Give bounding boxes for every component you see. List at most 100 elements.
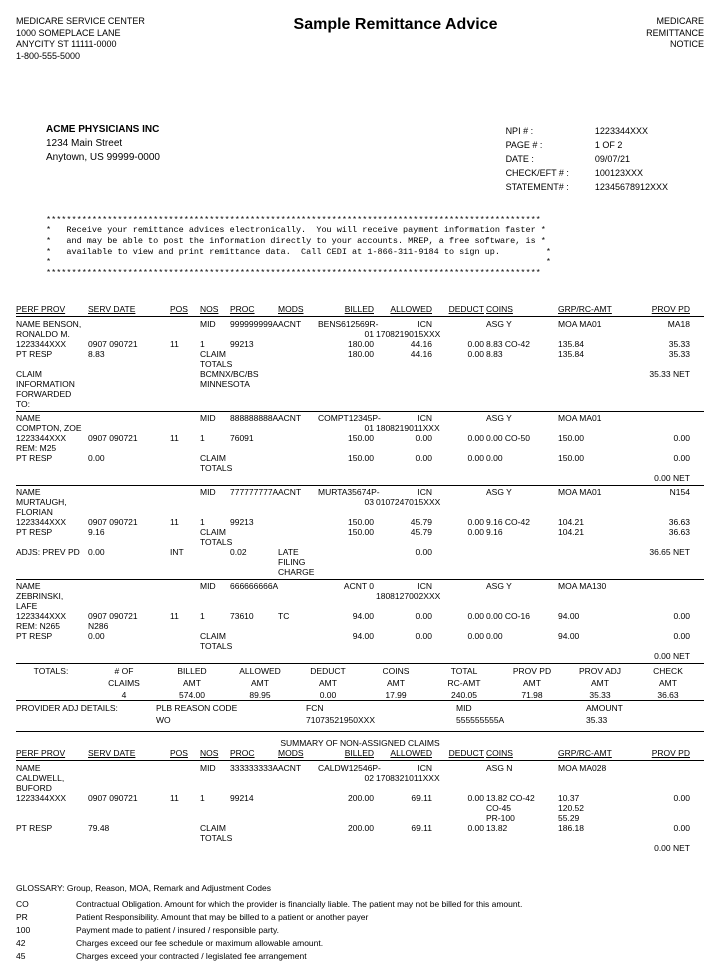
claim-adjs-line-cell (486, 547, 556, 577)
claim-adjs-line-cell: 0.02 (230, 547, 276, 577)
na-col-proc: PROC (230, 748, 276, 758)
claim-detail-line-cell: 1223344XXX (16, 339, 86, 349)
claim-separator (16, 579, 704, 580)
na-detail-line-cell (434, 803, 484, 813)
claim-rem-line-cell (88, 443, 168, 453)
na-net-line-cell (200, 843, 228, 853)
claim-net-line-cell (200, 473, 228, 483)
totals-cell: PROV ADJ (570, 666, 630, 676)
claim-detail-line-cell (278, 517, 316, 527)
claim-ptresp-line-cell: CLAIM TOTALS (200, 453, 228, 473)
na-header-rule (16, 760, 704, 761)
claim-rem-line-cell (486, 443, 556, 453)
service-center-addr1: 1000 SOMEPLACE LANE (16, 28, 145, 40)
claim-name-line-cell: ACNT (278, 319, 316, 339)
claim-detail-line-cell: 11 (170, 433, 198, 443)
claim-name-line-cell: ASG Y (486, 487, 556, 517)
na-col-coins: COINS (486, 748, 556, 758)
claim-detail-line-cell (278, 339, 316, 349)
claim-name-line-cell: BENS612569R-01 (318, 319, 374, 339)
claim-name-line-cell: MOA MA01 (558, 319, 628, 339)
doc-title: Sample Remittance Advice (145, 16, 646, 34)
totals-cell: BILLED (162, 666, 222, 676)
claim-extra-line-cell: BCMNX/BC/BS MINNESOTA (200, 369, 228, 409)
glossary-rows: COContractual Obligation. Amount for whi… (16, 899, 704, 961)
claim-name-line-cell: ASG Y (486, 581, 556, 611)
claim-rem-line-cell (486, 621, 556, 631)
claim-rem-line-cell (558, 621, 628, 631)
claim-name-line-cell: MA18 (630, 319, 690, 339)
service-center-block: MEDICARE SERVICE CENTER 1000 SOMEPLACE L… (16, 16, 145, 63)
claim-ptresp-line-cell: 0.00 (630, 631, 690, 651)
claim-detail-line-cell: 99213 (230, 339, 276, 349)
banner-line2: * and may be able to post the informatio… (46, 236, 546, 246)
claim-detail-line-cell: 94.00 (558, 611, 628, 621)
totals-cell: 35.33 (570, 690, 630, 700)
date-value: 09/07/21 (591, 153, 672, 165)
claim-name-line-cell: 999999999A (230, 319, 276, 339)
col-provpd: PROV PD (630, 304, 690, 314)
claim-adjs-line-cell: INT (170, 547, 198, 577)
claim-ptresp-line-cell: 8.83 (486, 349, 556, 369)
na-detail-line-cell: 0.00 (434, 793, 484, 803)
claim-net-line-cell: 0.00 NET (630, 651, 690, 661)
na-ptresp-line-cell: 200.00 (318, 823, 374, 843)
claim-ptresp-line-cell (170, 631, 198, 651)
claim-name-line-cell (434, 487, 484, 517)
claim-ptresp-line-cell: 0.00 (376, 631, 432, 651)
claim-detail-line-cell: 0907 090721 (88, 433, 168, 443)
claim-net-line-cell (230, 473, 276, 483)
claim-ptresp-line: PT RESP9.16CLAIM TOTALS150.0045.790.009.… (16, 527, 704, 547)
claim-net-line-cell (376, 651, 432, 661)
claim-ptresp-line-cell (278, 631, 316, 651)
totals-cell: AMT (366, 678, 426, 688)
claim-detail-line-cell: 1 (200, 433, 228, 443)
na-name-line-cell: NAME CALDWELL, BUFORD (16, 763, 86, 793)
na-ptresp-line-cell: 79.48 (88, 823, 168, 843)
totals-cell: AMT (230, 678, 290, 688)
claim-detail-line-cell: 0.00 (630, 433, 690, 443)
na-ptresp-line-cell: 0.00 (434, 823, 484, 843)
claim-detail-line: 1223344XXX0907 09072111199213180.0044.16… (16, 339, 704, 349)
claim-detail-line-cell: 99213 (230, 517, 276, 527)
glossary-code: CO (16, 899, 76, 909)
provider-adj-cell (16, 715, 156, 725)
banner-line3: * available to view and print remittance… (46, 247, 551, 257)
totals-cell: 89.95 (230, 690, 290, 700)
claim-detail-line-cell: 1 (200, 339, 228, 349)
claim-detail-line-cell: 0.00 (630, 611, 690, 621)
claim-name-line-cell: MID (200, 319, 228, 339)
col-coins: COINS (486, 304, 556, 314)
claim-name-line-cell: MOA MA130 (558, 581, 628, 611)
claim-detail-line-cell: 0.00 CO-16 (486, 611, 556, 621)
claim-name-line: NAME ZEBRINSKI, LAFEMID666666666AACNT 0I… (16, 581, 704, 611)
na-name-line-cell (88, 763, 168, 793)
claim-net-line-cell (434, 473, 484, 483)
claim-ptresp-line-cell (230, 349, 276, 369)
claim-name-line-cell: 666666666A (230, 581, 276, 611)
claim-detail-line-cell: 1223344XXX (16, 611, 86, 621)
claim-adjs-line-cell: LATE FILING CHARGE (278, 547, 316, 577)
claim-detail-line-cell: 36.63 (630, 517, 690, 527)
info-banner: ****************************************… (16, 215, 704, 279)
claim-detail-line-cell: 11 (170, 611, 198, 621)
na-net-line-cell (16, 843, 86, 853)
claim-extra-line-cell (230, 369, 276, 409)
provider-name: ACME PHYSICIANS INC (46, 123, 160, 137)
provider-adj-cell: 555555555A (456, 715, 586, 725)
glossary-row: 42Charges exceed our fee schedule or max… (16, 938, 704, 948)
claim-name-line-cell: 777777777A (230, 487, 276, 517)
claim-separator (16, 485, 704, 486)
claim-name-line-cell: NAME BENSON, RONALDO M. (16, 319, 86, 339)
claim-detail-line-cell: 1223344XXX (16, 433, 86, 443)
claim-rem-line-cell (170, 443, 198, 453)
claim-net-line-cell (558, 473, 628, 483)
totals-cell: RC-AMT (434, 678, 494, 688)
claim-column-headers: PERF PROV SERV DATE POS NOS PROC MODS BI… (16, 304, 704, 314)
claim-detail-line: 1223344XXX0907 09072111173610TC94.000.00… (16, 611, 704, 621)
na-col-billed: BILLED (318, 748, 374, 758)
na-col-pos: POS (170, 748, 198, 758)
claim-adjs-line: ADJS: PREV PD0.00INT0.02LATE FILING CHAR… (16, 547, 704, 577)
na-detail-line-cell (278, 803, 316, 813)
na-net-line-cell (434, 843, 484, 853)
